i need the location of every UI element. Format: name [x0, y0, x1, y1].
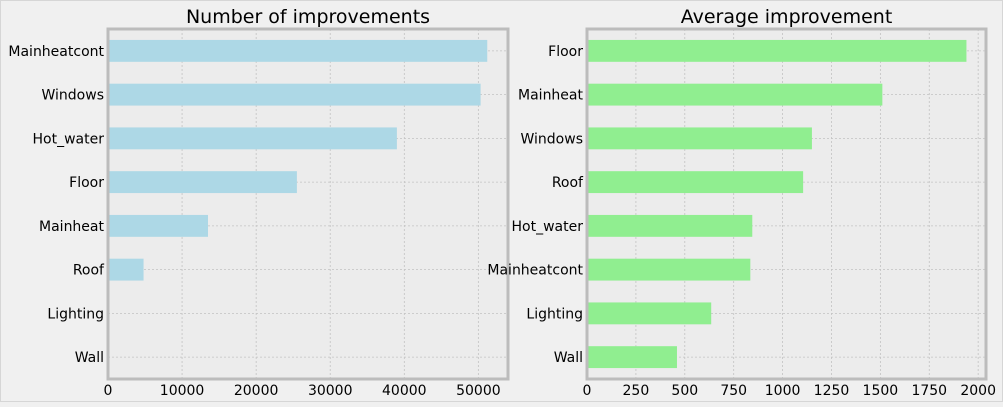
bar-mainheat [587, 83, 883, 106]
x-tick-label: 1250 [814, 383, 850, 399]
x-tick-label: 0 [583, 383, 592, 399]
bar-windows [108, 83, 481, 106]
y-tick-label: Hot_water [33, 131, 105, 147]
y-tick-label: Hot_water [512, 219, 584, 235]
bar-hot-water [108, 127, 397, 150]
y-tick-label: Wall [75, 350, 104, 366]
bar-hot-water [587, 214, 753, 237]
y-tick-label: Lighting [526, 306, 583, 322]
bar-floor [587, 39, 967, 62]
y-tick-label: Lighting [47, 306, 104, 322]
x-tick-label: 1000 [765, 383, 801, 399]
chart-average-improvement: Floor Mainheat Windows Roof Hot_water Mainhea… [487, 6, 996, 399]
bar-wall [587, 346, 677, 369]
y-tick-label: Roof [73, 263, 105, 279]
x-tick-label: 0 [104, 383, 113, 399]
x-tick-label: 750 [720, 383, 747, 399]
chart-title: Average improvement [681, 6, 893, 28]
x-tick-label: 20000 [234, 383, 279, 399]
plot-area [587, 29, 986, 379]
x-tick-label: 250 [623, 383, 650, 399]
bar-mainheat [108, 214, 208, 237]
x-tick-label: 50000 [456, 383, 501, 399]
x-tick-label: 1500 [863, 383, 899, 399]
chart-title: Number of improvements [186, 6, 430, 28]
plot-area [108, 29, 508, 379]
x-tick-label: 1750 [911, 383, 947, 399]
x-tick-label: 40000 [382, 383, 427, 399]
bar-roof [108, 258, 144, 281]
axes-frame [585, 27, 988, 381]
axes-frame [106, 27, 510, 381]
x-tick-label: 2000 [960, 383, 996, 399]
bar-roof [587, 171, 804, 194]
bar-lighting [587, 302, 712, 325]
bar-windows [587, 127, 812, 150]
y-tick-label: Windows [521, 131, 584, 147]
y-tick-label: Mainheatcont [8, 44, 104, 60]
y-tick-label: Windows [42, 88, 105, 104]
y-tick-label: Mainheat [518, 88, 583, 104]
x-tick-label: 500 [671, 383, 698, 399]
y-tick-label: Floor [548, 44, 583, 60]
bar-mainheatcont [108, 39, 488, 62]
y-tick-label: Roof [552, 175, 584, 191]
y-tick-label: Floor [69, 175, 104, 191]
bar-floor [108, 171, 297, 194]
y-tick-label: Mainheat [39, 219, 104, 235]
bar-mainheatcont [587, 258, 751, 281]
y-tick-label: Wall [554, 350, 583, 366]
y-tick-label: Mainheatcont [487, 263, 583, 279]
x-tick-label: 10000 [160, 383, 205, 399]
x-tick-label: 30000 [308, 383, 353, 399]
chart-number-of-improvements: Mainheatcont Windows Hot_water Floor Mainhea… [8, 6, 510, 399]
